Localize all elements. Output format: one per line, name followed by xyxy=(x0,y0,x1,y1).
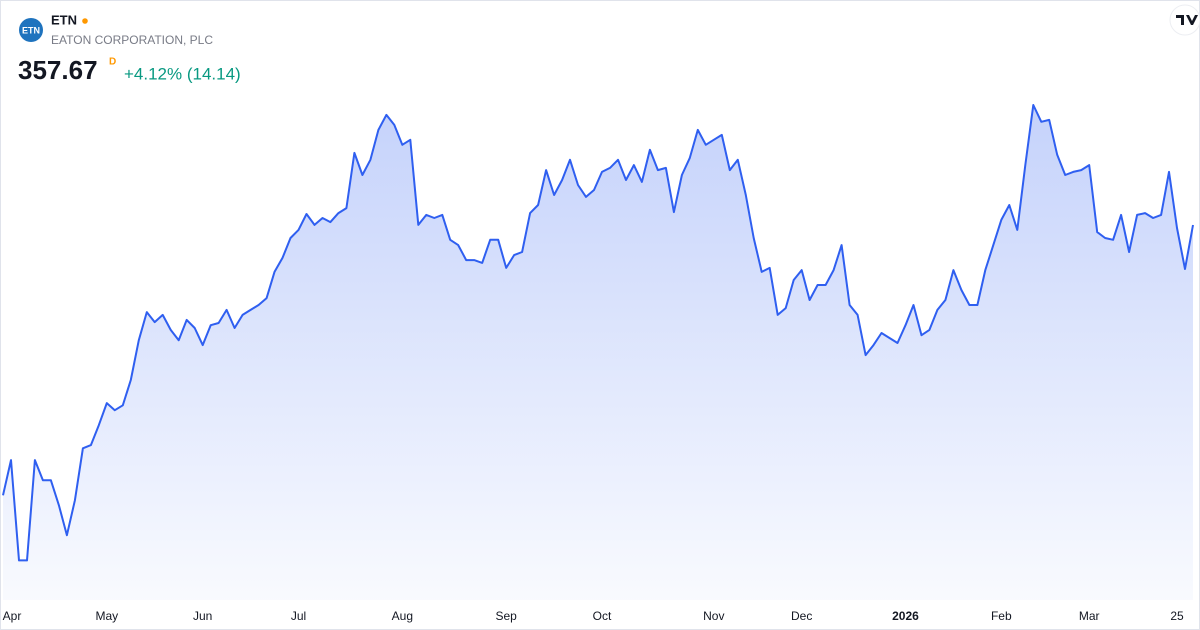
brand-badge xyxy=(1169,4,1200,36)
x-tick-label: Jun xyxy=(193,609,212,623)
price: 357.67 xyxy=(18,55,98,85)
x-tick-label: Feb xyxy=(991,609,1012,623)
plot xyxy=(2,104,1194,600)
symbol: ETN xyxy=(51,12,77,27)
price-line xyxy=(2,104,1194,562)
status-dot xyxy=(82,18,88,24)
x-tick-label: Jul xyxy=(291,609,306,623)
price-change: +4.12% (14.14) xyxy=(124,64,241,83)
x-tick-label: Nov xyxy=(703,609,724,623)
x-tick-label: 2026 xyxy=(892,609,919,623)
x-tick-label: Apr xyxy=(3,609,22,623)
company-name: EATON CORPORATION, PLC xyxy=(51,33,213,47)
area-fill xyxy=(3,105,1193,600)
logo-text: ETN xyxy=(22,25,40,35)
x-tick-label: Mar xyxy=(1079,609,1100,623)
x-tick-label: Aug xyxy=(392,609,413,623)
x-tick-label: Oct xyxy=(593,609,612,623)
x-tick-label: Sep xyxy=(495,609,517,623)
price-flag: D xyxy=(109,57,116,68)
x-tick-label: May xyxy=(95,609,118,623)
x-tick-label: 25 xyxy=(1170,609,1184,623)
logo xyxy=(19,18,43,42)
x-tick-label: Dec xyxy=(791,609,812,623)
